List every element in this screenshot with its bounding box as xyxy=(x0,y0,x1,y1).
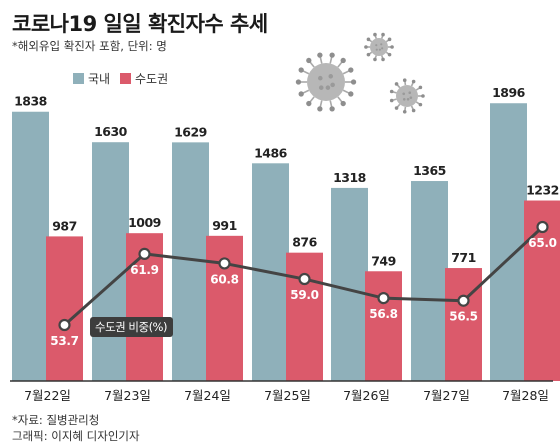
bar-domestic xyxy=(92,142,129,381)
value-label-domestic: 1486 xyxy=(254,145,288,160)
share-label: 56.5 xyxy=(449,310,477,324)
chart-subtitle: *해외유입 확진자 포함, 단위: 명 xyxy=(12,39,167,53)
value-label-domestic: 1630 xyxy=(94,124,128,139)
x-tick-label: 7월23일 xyxy=(104,388,151,403)
bar-domestic xyxy=(490,103,527,382)
legend-label-domestic: 국내 xyxy=(88,72,110,86)
share-point xyxy=(298,272,311,286)
value-label-capital: 1232 xyxy=(526,183,559,198)
bar-domestic xyxy=(331,187,368,381)
value-label-capital: 876 xyxy=(292,235,317,250)
share-point xyxy=(218,257,231,270)
value-label-capital: 987 xyxy=(52,218,77,233)
share-label: 61.9 xyxy=(130,263,158,277)
value-label-capital: 749 xyxy=(371,253,396,268)
bar-domestic xyxy=(12,111,49,381)
value-label-domestic: 1838 xyxy=(14,94,47,109)
bar-capital xyxy=(286,252,323,381)
x-tick-label: 7월28일 xyxy=(502,388,549,403)
share-series-label: 수도권 비중(%) xyxy=(95,320,167,334)
x-tick-label: 7월27일 xyxy=(423,388,470,403)
share-label: 53.7 xyxy=(50,334,78,348)
chart-title: 코로나19 일일 확진자수 추세 xyxy=(12,12,268,36)
value-label-capital: 771 xyxy=(451,250,476,265)
graphic-credit: 그래픽: 이지혜 디자인기자 xyxy=(12,429,140,443)
share-point xyxy=(138,247,151,260)
share-point xyxy=(377,292,390,305)
share-point xyxy=(536,220,549,234)
legend-swatch-domestic xyxy=(73,73,84,84)
x-tick-label: 7월24일 xyxy=(184,388,231,403)
value-label-domestic: 1365 xyxy=(413,163,446,178)
bar-capital xyxy=(46,236,83,381)
share-label: 60.8 xyxy=(210,272,238,286)
bar-domestic xyxy=(411,181,448,381)
legend-swatch-capital xyxy=(120,73,131,84)
share-label: 65.0 xyxy=(528,236,556,250)
value-label-capital: 991 xyxy=(212,218,237,233)
x-tick-label: 7월25일 xyxy=(264,388,311,403)
x-tick-label: 7월22일 xyxy=(24,388,71,403)
value-label-domestic: 1896 xyxy=(492,85,526,100)
bar-capital xyxy=(365,271,402,381)
coronavirus-icon xyxy=(364,32,394,62)
source-note: *자료: 질병관리청 xyxy=(12,413,100,427)
share-label: 59.0 xyxy=(290,288,318,302)
x-tick-label: 7월26일 xyxy=(343,388,390,403)
share-point xyxy=(457,294,470,307)
share-point xyxy=(58,318,71,332)
coronavirus-icon xyxy=(295,52,357,112)
share-label: 56.8 xyxy=(369,307,397,321)
value-label-capital: 1009 xyxy=(128,215,161,230)
value-label-domestic: 1318 xyxy=(333,170,366,185)
value-label-domestic: 1629 xyxy=(174,124,207,139)
bar-capital xyxy=(445,268,482,381)
legend-label-capital: 수도권 xyxy=(135,72,168,86)
coronavirus-icon xyxy=(389,78,425,114)
share-series-label-bg xyxy=(90,317,173,337)
